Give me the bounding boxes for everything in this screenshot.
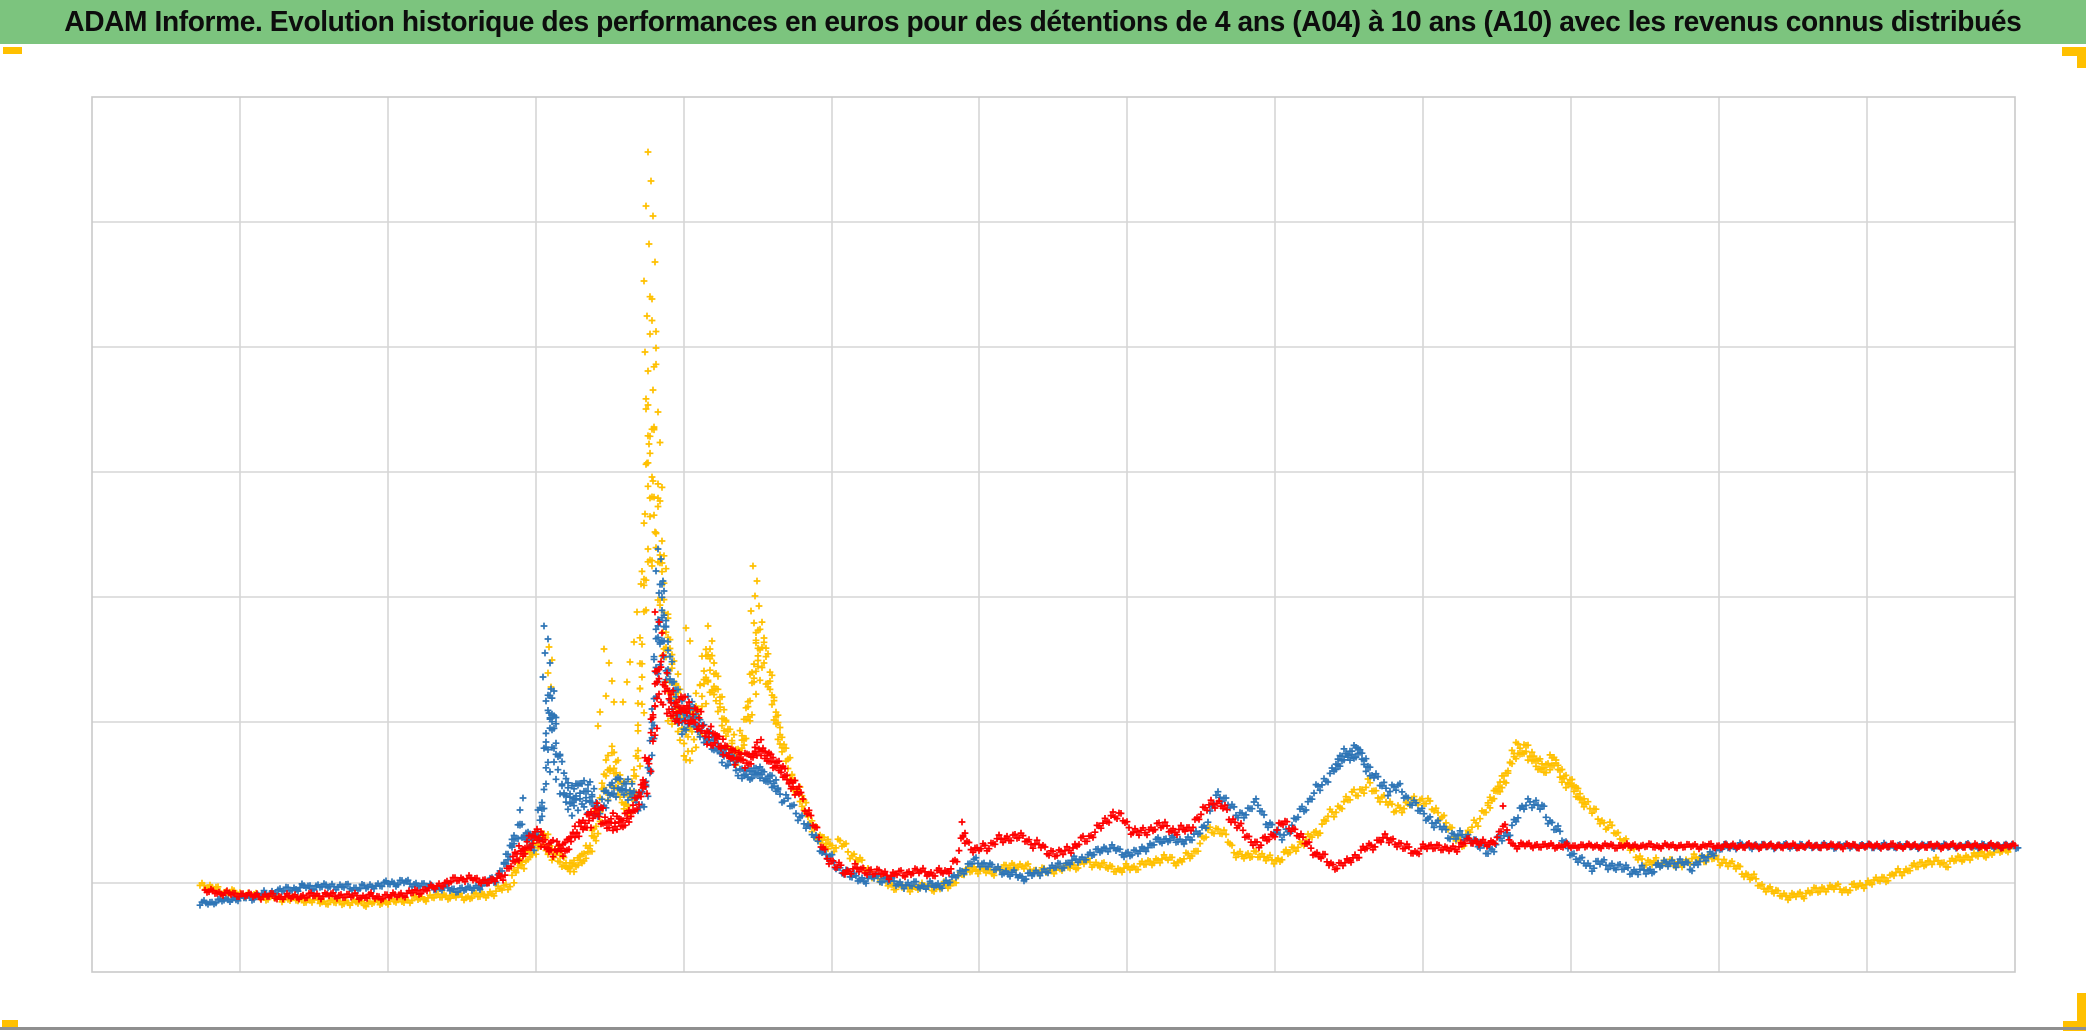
chart-area	[0, 44, 2086, 1031]
corner-accent-bottom-right-bar	[2063, 1021, 2086, 1031]
page-title: ADAM Informe. Evolution historique des p…	[64, 5, 2022, 38]
bottom-rule	[0, 1027, 2086, 1030]
corner-accent-top-left	[3, 47, 22, 54]
corner-accent-top-right-bar	[2062, 47, 2086, 56]
performance-scatter-chart	[91, 96, 2022, 973]
corner-accent-bottom-right-stem	[2077, 993, 2086, 1031]
corner-accent-top-right-stem	[2077, 47, 2086, 68]
corner-accent-bottom-left	[2, 1020, 18, 1029]
title-bar: ADAM Informe. Evolution historique des p…	[0, 0, 2086, 44]
